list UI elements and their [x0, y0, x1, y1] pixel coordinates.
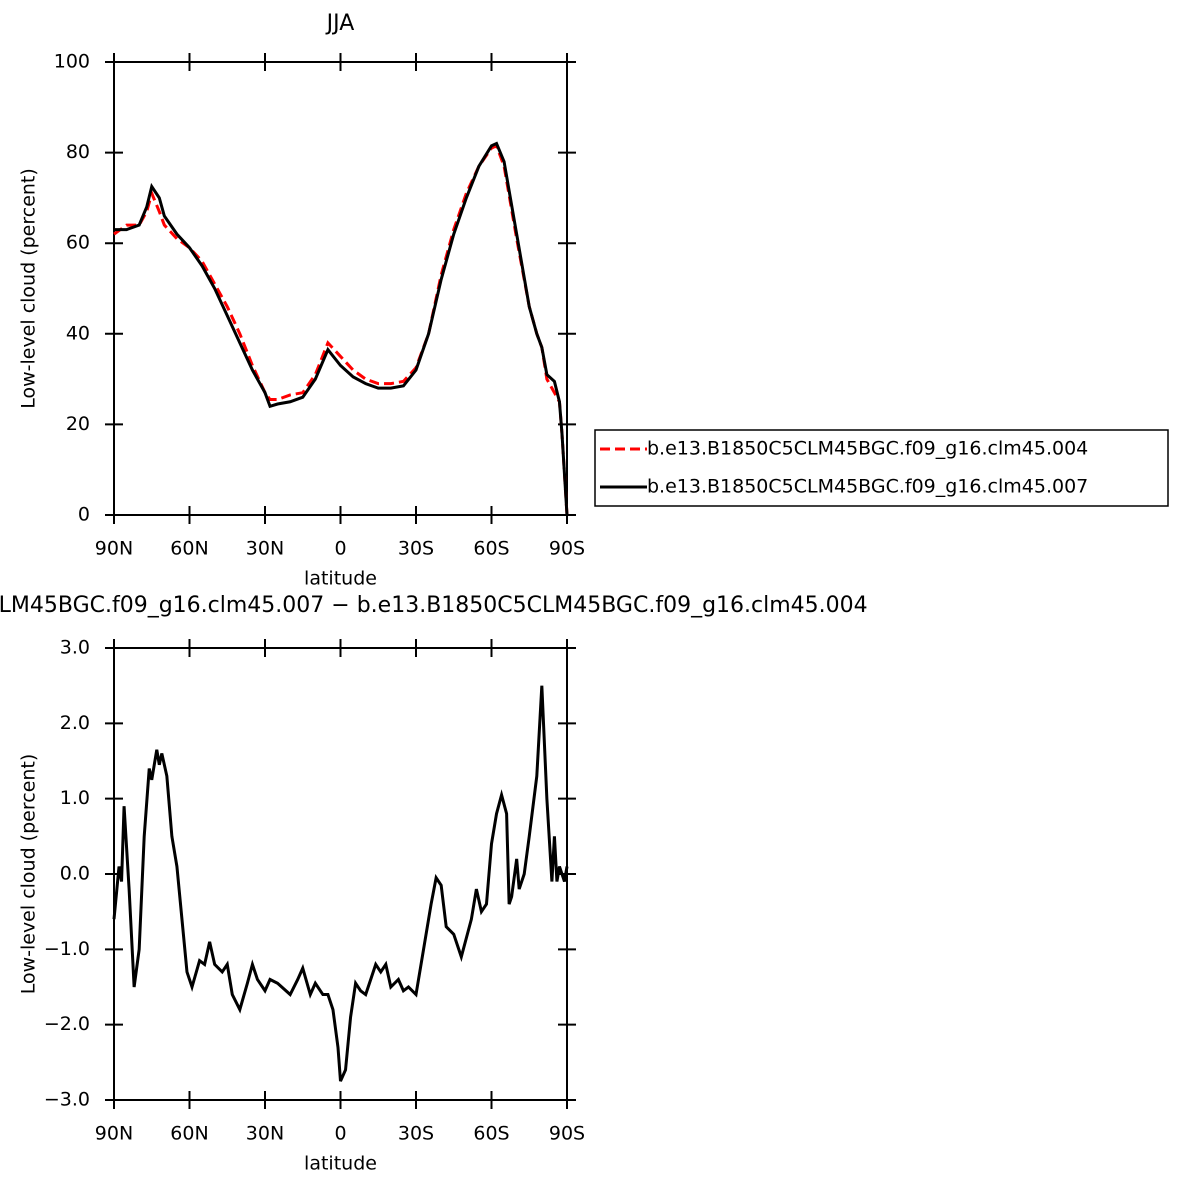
- y-tick-label: 2.0: [60, 712, 90, 734]
- y-axis-label: Low-level cloud (percent): [18, 754, 40, 995]
- y-tick-label: 100: [54, 51, 90, 73]
- y-tick-label: −3.0: [44, 1089, 90, 1111]
- y-tick-label: 60: [66, 232, 90, 254]
- data-line: [112, 685, 569, 1082]
- x-tick-label: 90S: [549, 1123, 585, 1145]
- x-tick-label: 30N: [246, 1123, 284, 1145]
- y-tick-label: 0: [78, 504, 90, 526]
- y-tick-label: 80: [66, 141, 90, 163]
- x-tick-label: 0: [334, 1123, 346, 1145]
- x-axis-label: latitude: [304, 568, 377, 590]
- x-tick-label: 30S: [398, 538, 434, 560]
- y-tick-label: −2.0: [44, 1013, 90, 1035]
- y-axis-label: Low-level cloud (percent): [18, 168, 40, 409]
- x-tick-label: 90N: [95, 538, 133, 560]
- x-tick-label: 0: [334, 538, 346, 560]
- x-tick-label: 30N: [246, 538, 284, 560]
- chart-title: b.e13.B1850C5CLM45BGC.f09_g16.clm45.007 …: [0, 593, 868, 618]
- x-tick-label: 90S: [549, 538, 585, 560]
- plot-frame: [113, 61, 568, 516]
- x-axis-label: latitude: [304, 1153, 377, 1175]
- x-tick-label: 60N: [170, 538, 208, 560]
- legend-label: b.e13.B1850C5CLM45BGC.f09_g16.clm45.004: [647, 438, 1088, 460]
- legend-label: b.e13.B1850C5CLM45BGC.f09_g16.clm45.007: [647, 476, 1088, 498]
- y-tick-label: 0.0: [60, 863, 90, 885]
- y-tick-label: 3.0: [60, 637, 90, 659]
- x-tick-label: 60S: [473, 1123, 509, 1145]
- x-tick-label: 60N: [170, 1123, 208, 1145]
- y-tick-label: −1.0: [44, 938, 90, 960]
- data-line: [113, 143, 569, 516]
- data-line: [114, 141, 569, 516]
- chart-title: JJA: [325, 11, 355, 36]
- x-tick-label: 60S: [473, 538, 509, 560]
- plot-frame: [113, 647, 568, 1101]
- y-tick-label: 1.0: [60, 787, 90, 809]
- y-tick-label: 40: [66, 322, 90, 344]
- legend-box: [594, 429, 1169, 507]
- x-tick-label: 30S: [398, 1123, 434, 1145]
- x-tick-label: 90N: [95, 1123, 133, 1145]
- y-tick-label: 20: [66, 413, 90, 435]
